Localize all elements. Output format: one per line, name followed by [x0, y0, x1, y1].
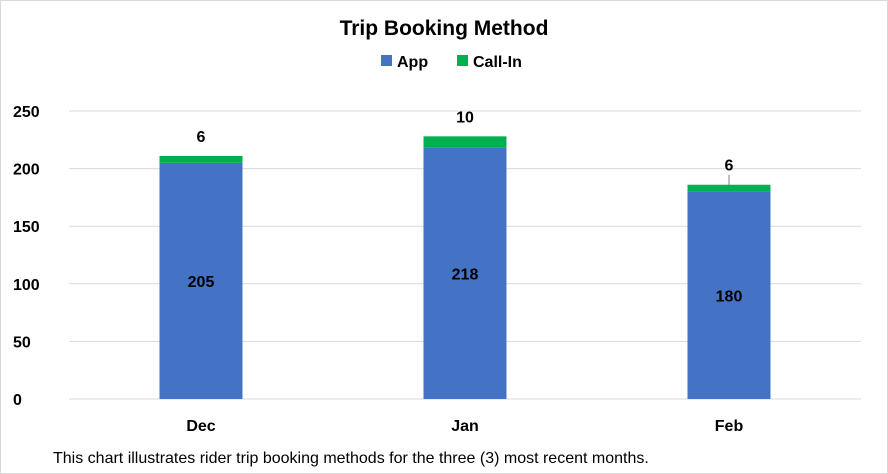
y-tick-label: 200: [13, 162, 40, 179]
chart-caption: This chart illustrates rider trip bookin…: [53, 450, 649, 467]
x-category-label: Dec: [186, 418, 215, 435]
legend-swatch-app: [381, 55, 392, 66]
y-tick-label: 100: [13, 277, 40, 294]
data-labels: 205 6 218 10 180 6: [188, 109, 743, 305]
y-tick-label: 0: [13, 392, 22, 409]
data-label: 180: [716, 288, 743, 305]
data-label: 10: [456, 109, 474, 126]
bar-call-in-jan: [423, 136, 507, 148]
legend-label-app: App: [397, 54, 428, 71]
y-tick-label: 250: [13, 104, 40, 121]
data-label: 6: [197, 129, 206, 146]
x-category-label: Jan: [451, 418, 479, 435]
bar-call-in-dec: [159, 155, 243, 163]
bar-app-jan: [423, 147, 507, 399]
x-axis-labels: Dec Jan Feb: [186, 418, 743, 435]
bars: [159, 136, 771, 399]
data-label: 6: [725, 158, 734, 175]
x-category-label: Feb: [715, 418, 744, 435]
y-tick-label: 150: [13, 219, 40, 236]
y-tick-label: 50: [13, 334, 31, 351]
bar-app-dec: [159, 162, 243, 399]
chart-title: Trip Booking Method: [340, 17, 549, 40]
bar-call-in-feb: [687, 184, 771, 192]
data-label: 205: [188, 274, 215, 291]
legend: App Call-In: [381, 54, 522, 71]
data-label: 218: [452, 266, 479, 283]
y-axis-ticks: 0 50 100 150 200 250: [13, 104, 40, 409]
legend-label-call-in: Call-In: [473, 54, 522, 71]
bar-app-feb: [687, 191, 771, 399]
legend-swatch-call-in: [457, 55, 468, 66]
